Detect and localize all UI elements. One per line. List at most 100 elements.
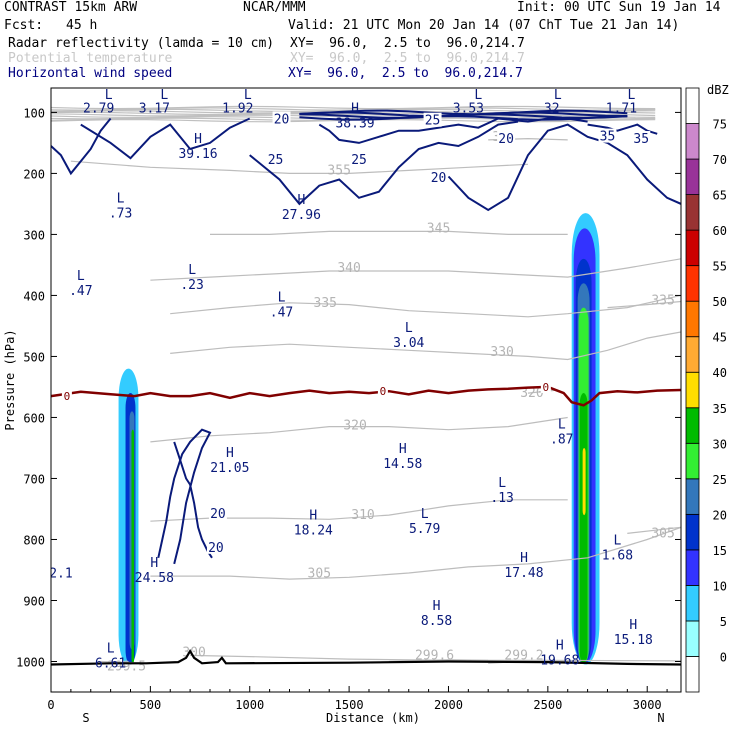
reflectivity-30-dbz [131,429,135,664]
marker-low: L [244,88,252,103]
wind-label-25: 25 [268,153,284,168]
marker-value: .13 [490,491,513,506]
marker-value: 27.96 [282,208,321,223]
marker-value: 1.71 [606,101,637,116]
marker-low: L [498,476,506,491]
marker-value: 17.48 [504,566,543,581]
marker-low: L [188,263,196,278]
wind-label-bg [423,112,442,127]
theta-contour-300 [190,654,681,662]
marker-value: 1.92 [222,101,253,116]
marker-value: .73 [109,207,132,222]
freezing-level-line [50,385,682,407]
wind-contour-jet [299,115,628,121]
marker-value: 14.58 [383,457,422,472]
theta-label-305: 305 [651,526,674,541]
x-tick-label: 500 [140,698,162,712]
theta-label-305: 305 [308,567,331,582]
marker-low: L [117,192,125,207]
x-tick-label: 2000 [434,698,463,712]
marker-value: .47 [270,306,293,321]
x-end-label-south: S [82,711,89,725]
theta-label-300: 300 [182,645,205,660]
theta-label-320: 320 [520,386,543,401]
freezing-level-label: 0 [543,381,550,394]
theta-label-335: 335 [314,296,337,311]
wind-label-bg [429,170,448,185]
colorbar-swatch [685,478,700,515]
plot-frame [50,87,682,693]
wind-contour-25 [80,117,251,160]
marker-low: L [160,88,168,103]
marker-low: L [627,88,635,103]
freezing-level-label: 0 [64,390,71,403]
colorbar-label: 70 [713,153,727,167]
y-tick-label: 300 [23,228,45,242]
field-reflectivity-xy: XY= 96.0, 2.5 to 96.0,214.7 [290,36,525,51]
wind-label-20: 20 [498,132,514,147]
field-theta-label: Potential temperature [8,51,173,66]
wind-contour-20 [157,428,212,565]
marker-value: 8.58 [421,614,452,629]
theta-label-355: 355 [327,163,350,178]
y-tick-label: 800 [23,533,45,547]
marker-low: L [278,291,286,306]
colorbar-swatch [685,123,700,160]
colorbar-swatch [685,656,700,693]
marker-high: H [351,101,359,116]
marker-high: H [520,551,528,566]
theta-contour-305 [627,526,681,534]
cell-west [118,368,139,665]
freezing-label-bg [377,385,388,398]
y-tick-label: 400 [23,289,45,303]
theta-contour-upper [51,107,656,111]
colorbar-label: 60 [713,224,727,238]
colorbar-swatch [685,549,700,586]
forecast-label: Fcst: [4,18,44,33]
freezing-label-bg [61,390,72,403]
colorbar-swatch [685,371,700,409]
wind-contour-unlabeled [51,117,112,176]
x-tick-label: 2500 [533,698,562,712]
field-theta-xy: XY= 96.0, 2.5 to 96.0,214.7 [290,51,525,66]
theta-contour-305 [150,526,681,580]
colorbar-label: 30 [713,437,727,451]
field-wind-label: Horizontal wind speed [8,66,173,81]
wind-label-bg [632,131,651,146]
theta-contour-320 [150,416,568,443]
colorbar-swatch [685,513,700,551]
theta-label-299.2: 299.2 [504,648,543,663]
theta-label-299.6: 299.6 [415,648,454,663]
colorbar-swatch [685,442,700,480]
wind-label-bg [497,131,516,146]
freezing-level-label: 0 [380,385,387,398]
marker-high: H [556,638,564,653]
colorbar-label: 35 [713,402,727,416]
marker-value: 19.68 [540,653,579,668]
marker-low: L [107,641,115,656]
marker-value: .32 [536,101,559,116]
wind-contour-20 [173,441,213,559]
y-tick-label: 100 [23,106,45,120]
theta-label-335: 335 [651,293,674,308]
marker-value: 6.61 [95,656,126,671]
marker-value: 3.17 [139,101,170,116]
marker-value: .23 [180,278,203,293]
reflectivity-35-dbz [582,447,586,516]
colorbar-swatch [685,194,700,231]
marker-value: 18.24 [294,523,333,538]
theta-label-320: 320 [343,418,366,433]
center-label: NCAR/MMM [243,0,306,15]
theta-label-340: 340 [337,261,360,276]
colorbar-swatch [685,87,700,124]
wind-label-35: 35 [600,130,616,145]
wind-contour-35 [587,123,658,135]
wind-label-bg [598,128,617,143]
colorbar-label: 0 [720,650,727,664]
colorbar-swatch [685,620,700,657]
wind-label-bg [206,539,225,554]
colorbar-label: 20 [713,508,727,522]
colorbar-label: 65 [713,189,727,203]
marker-value: 15.18 [614,633,653,648]
colorbar-label: 25 [713,473,727,487]
